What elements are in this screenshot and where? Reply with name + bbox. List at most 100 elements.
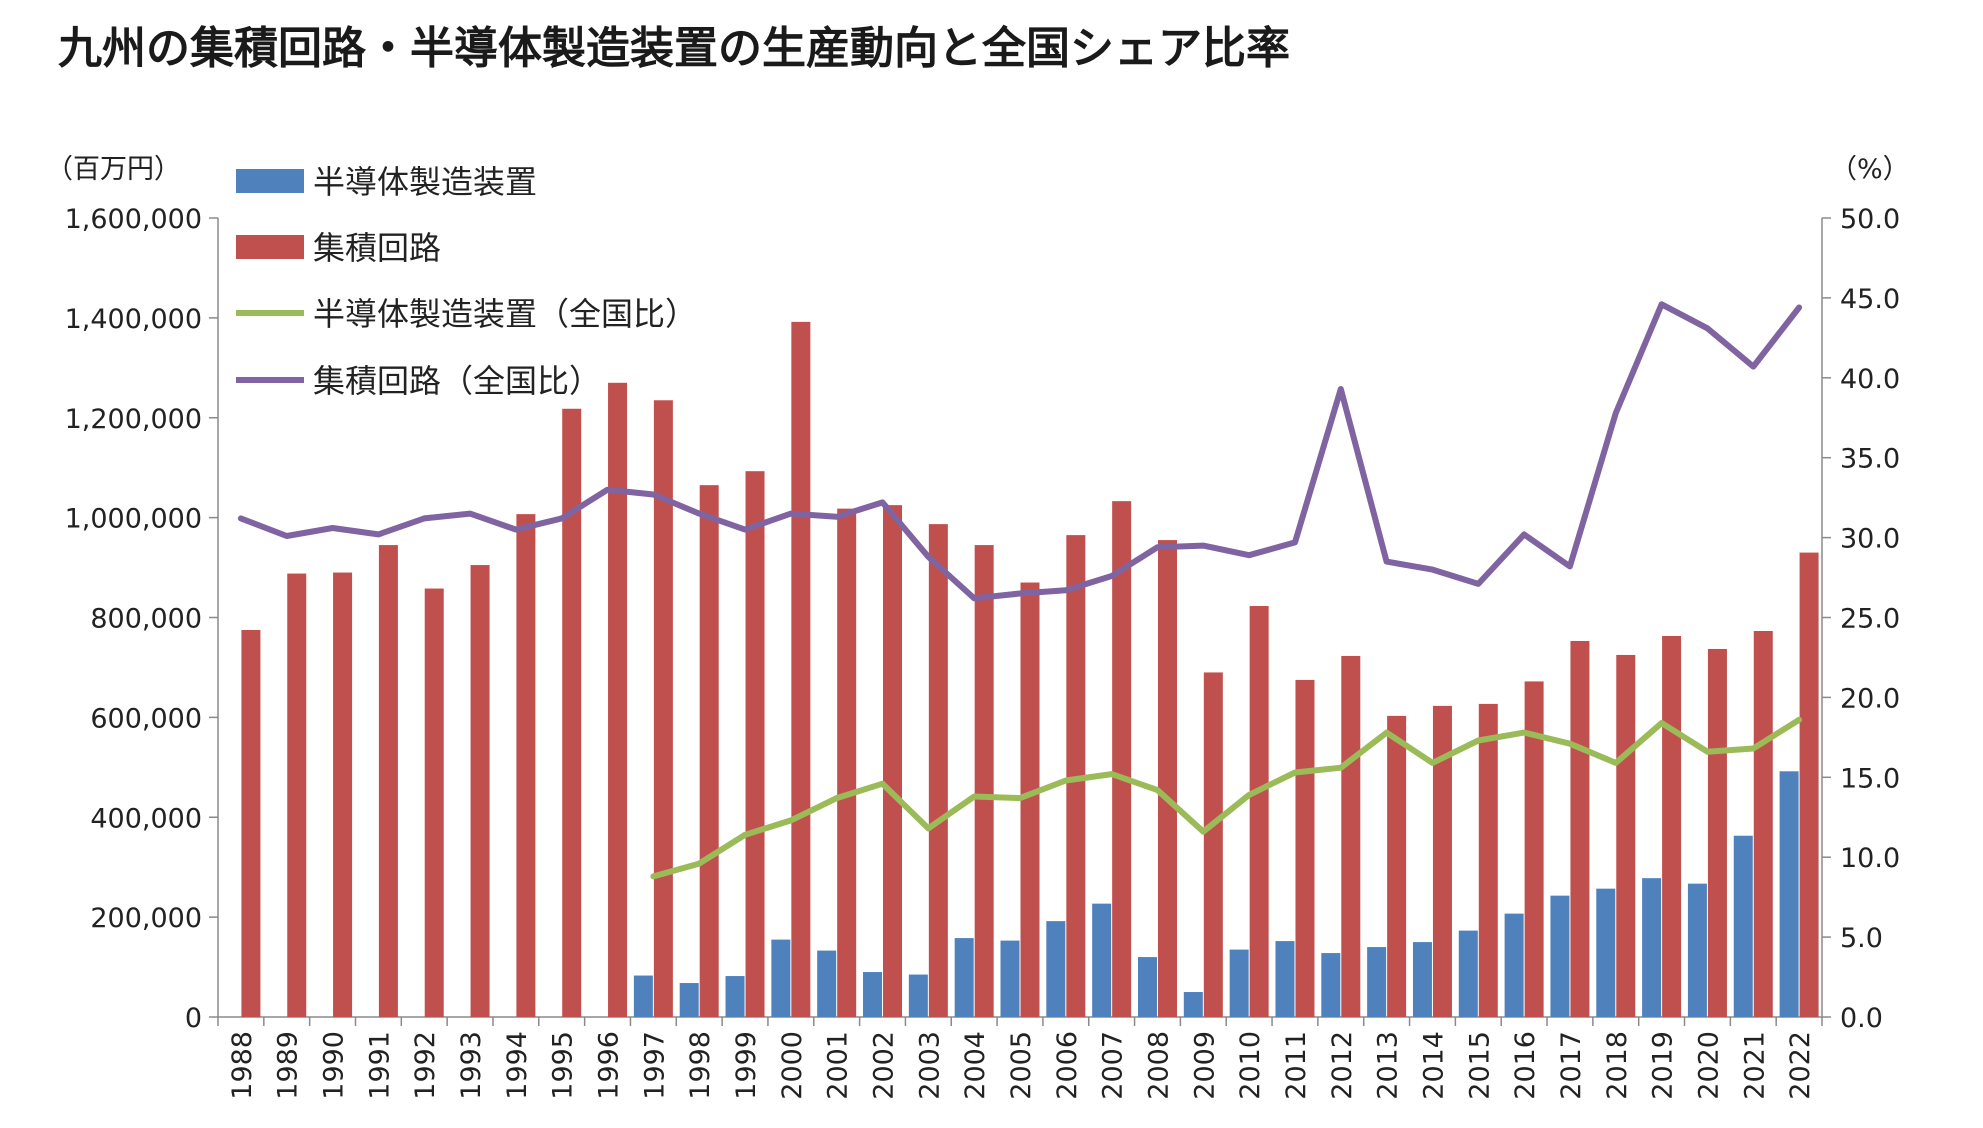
bar [1295, 679, 1315, 1017]
bars-layer [241, 321, 1819, 1018]
x-tick-label: 2012 [1327, 1031, 1358, 1100]
y-right-tick-label: 35.0 [1840, 444, 1900, 475]
bar [608, 382, 628, 1017]
y-left-tick-label: 1,000,000 [65, 504, 202, 535]
y-left-tick-label: 1,200,000 [65, 404, 202, 435]
lines-layer [237, 301, 1803, 880]
bar [908, 974, 928, 1017]
bar [725, 976, 745, 1017]
bar [1642, 878, 1662, 1017]
x-tick-label: 1992 [410, 1031, 441, 1100]
bar [1570, 640, 1590, 1017]
bar [1799, 552, 1819, 1017]
x-tick-label: 2021 [1739, 1031, 1770, 1100]
bar [1137, 957, 1157, 1017]
x-tick-label: 2005 [1006, 1031, 1037, 1100]
x-tick-label: 1995 [548, 1031, 579, 1100]
x-tick-label: 1999 [731, 1031, 762, 1100]
bar [1733, 835, 1753, 1017]
y-right-tick-label: 25.0 [1840, 604, 1900, 635]
x-tick-label: 1989 [273, 1031, 304, 1100]
y-right-tick-label: 50.0 [1840, 204, 1900, 235]
x-tick-label: 2019 [1648, 1031, 1679, 1100]
series-line [650, 716, 1803, 880]
x-tick-label: 1998 [685, 1031, 716, 1100]
y-right-unit-label: （%） [1830, 154, 1910, 185]
bar [1432, 705, 1452, 1017]
bar [679, 983, 699, 1017]
legend-label: 集積回路 [313, 229, 441, 267]
series-line [237, 301, 1803, 602]
y-left-unit-label: （百万円） [46, 154, 181, 185]
bar [1092, 903, 1112, 1017]
bar [287, 573, 307, 1017]
bar [1458, 930, 1478, 1017]
x-tick-label: 2008 [1143, 1031, 1174, 1100]
x-tick-label: 2010 [1235, 1031, 1266, 1100]
bar [883, 505, 903, 1017]
legend-swatch [236, 235, 304, 259]
bar [1478, 703, 1498, 1017]
x-tick-label: 1996 [594, 1031, 625, 1100]
bar [1616, 654, 1636, 1017]
bar [1412, 942, 1432, 1017]
x-tick-label: 2017 [1556, 1031, 1587, 1100]
y-left-tick-label: 600,000 [90, 703, 202, 734]
x-tick-label: 2004 [960, 1031, 991, 1100]
bar [1046, 921, 1066, 1017]
bar [1020, 582, 1040, 1017]
y-left-tick-label: 200,000 [90, 903, 202, 934]
x-tick-label: 2015 [1464, 1031, 1495, 1100]
legend-label: 集積回路（全国比） [313, 362, 601, 400]
x-tick-label: 1997 [639, 1031, 670, 1100]
bar [1596, 888, 1616, 1017]
bar [771, 939, 791, 1017]
bar [516, 514, 536, 1017]
x-tick-label: 2007 [1098, 1031, 1129, 1100]
bar [1753, 630, 1773, 1017]
bar [1524, 681, 1544, 1017]
legend-label: 半導体製造装置（全国比） [313, 295, 697, 333]
x-tick-label: 2016 [1510, 1031, 1541, 1100]
bar [1203, 672, 1223, 1017]
bar [562, 408, 582, 1018]
bar [1157, 540, 1177, 1017]
y-right-tick-label: 5.0 [1840, 923, 1883, 954]
x-tick-label: 2009 [1189, 1031, 1220, 1100]
bar [1341, 655, 1361, 1017]
bar [974, 545, 994, 1017]
bar [791, 321, 811, 1017]
x-tick-label: 2000 [777, 1031, 808, 1100]
bar [1779, 771, 1799, 1017]
bar [863, 972, 883, 1017]
y-left-tick-label: 1,400,000 [65, 304, 202, 335]
x-tick-label: 2020 [1693, 1031, 1724, 1100]
bar [837, 508, 857, 1017]
bar [1504, 913, 1524, 1017]
x-tick-label: 2013 [1373, 1031, 1404, 1100]
y-right-tick-label: 40.0 [1840, 364, 1900, 395]
bar [378, 545, 398, 1017]
x-tick-label: 1993 [456, 1031, 487, 1100]
y-right-tick-label: 0.0 [1840, 1003, 1883, 1034]
x-tick-label: 2011 [1281, 1031, 1312, 1100]
legend-label: 半導体製造装置 [313, 163, 537, 201]
x-tick-label: 2018 [1602, 1031, 1633, 1100]
bar [470, 565, 490, 1017]
bar [954, 938, 974, 1017]
bar [699, 485, 719, 1017]
bar [1183, 992, 1203, 1017]
y-right-tick-label: 10.0 [1840, 843, 1900, 874]
y-left-tick-label: 400,000 [90, 803, 202, 834]
bar [1687, 883, 1707, 1017]
bar [1387, 715, 1407, 1017]
bar [1707, 648, 1727, 1017]
bar [1000, 940, 1020, 1017]
bar [1229, 949, 1249, 1017]
bar [1066, 535, 1086, 1017]
bar [653, 400, 673, 1018]
y-right-tick-label: 30.0 [1840, 524, 1900, 555]
bar [1249, 606, 1269, 1017]
